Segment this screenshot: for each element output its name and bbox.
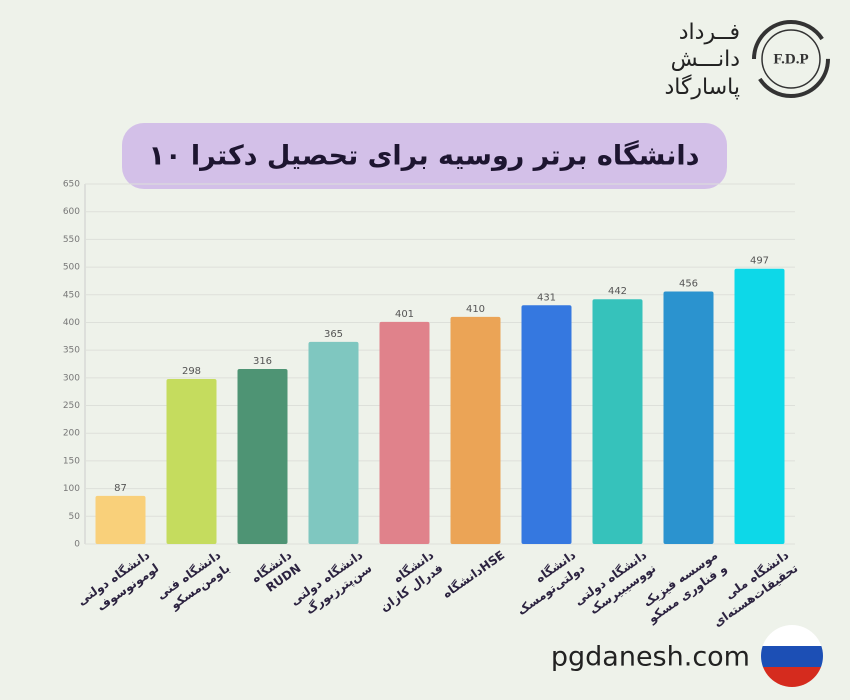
logo-text: F.D.P — [773, 51, 808, 67]
bar — [95, 495, 146, 544]
value-label: 298 — [182, 366, 201, 377]
y-tick-label: 450 — [63, 290, 80, 300]
bar — [663, 291, 714, 544]
y-tick-label: 150 — [63, 456, 80, 466]
value-label: 431 — [537, 292, 556, 303]
flag — [761, 625, 823, 687]
bar — [237, 368, 288, 544]
brand-line: دانـــش — [671, 47, 740, 72]
value-label: 316 — [253, 356, 272, 367]
y-tick-label: 300 — [63, 373, 80, 383]
value-label: 401 — [395, 309, 414, 320]
chart-title: ۱۰ دانشگاه برتر روسیه برای تحصیل دکترا — [149, 140, 700, 172]
footer-url: pgdanesh.com — [551, 642, 750, 673]
logo-ring — [752, 20, 830, 98]
y-tick-label: 350 — [63, 346, 80, 356]
value-label: 410 — [466, 304, 485, 315]
bar — [308, 341, 359, 544]
y-tick-label: 550 — [63, 235, 80, 245]
value-label: 456 — [679, 278, 698, 289]
brand-line: پاسارگاد — [664, 74, 740, 100]
y-tick-label: 100 — [63, 484, 80, 494]
logo-inner — [761, 29, 821, 89]
value-label: 442 — [608, 286, 627, 297]
value-label: 87 — [114, 483, 127, 494]
value-label: 365 — [324, 329, 343, 340]
bar — [734, 268, 785, 544]
flag-red — [761, 667, 823, 687]
flag-white — [761, 625, 823, 646]
bar — [379, 321, 430, 544]
y-tick-label: 250 — [63, 401, 80, 411]
y-tick-label: 500 — [63, 263, 80, 273]
flag-blue — [761, 646, 823, 667]
bar — [166, 378, 217, 544]
bar — [450, 316, 501, 544]
title-box — [122, 123, 727, 189]
bar — [592, 299, 643, 544]
y-tick-label: 0 — [74, 540, 80, 550]
value-label: 497 — [750, 256, 769, 267]
y-tick-label: 400 — [63, 318, 80, 328]
y-tick-label: 200 — [63, 429, 80, 439]
y-tick-label: 50 — [69, 512, 81, 522]
bar — [521, 305, 572, 544]
y-tick-label: 600 — [63, 207, 80, 217]
y-tick-label: 650 — [63, 180, 80, 190]
brand-line: فــرداد — [679, 20, 740, 45]
